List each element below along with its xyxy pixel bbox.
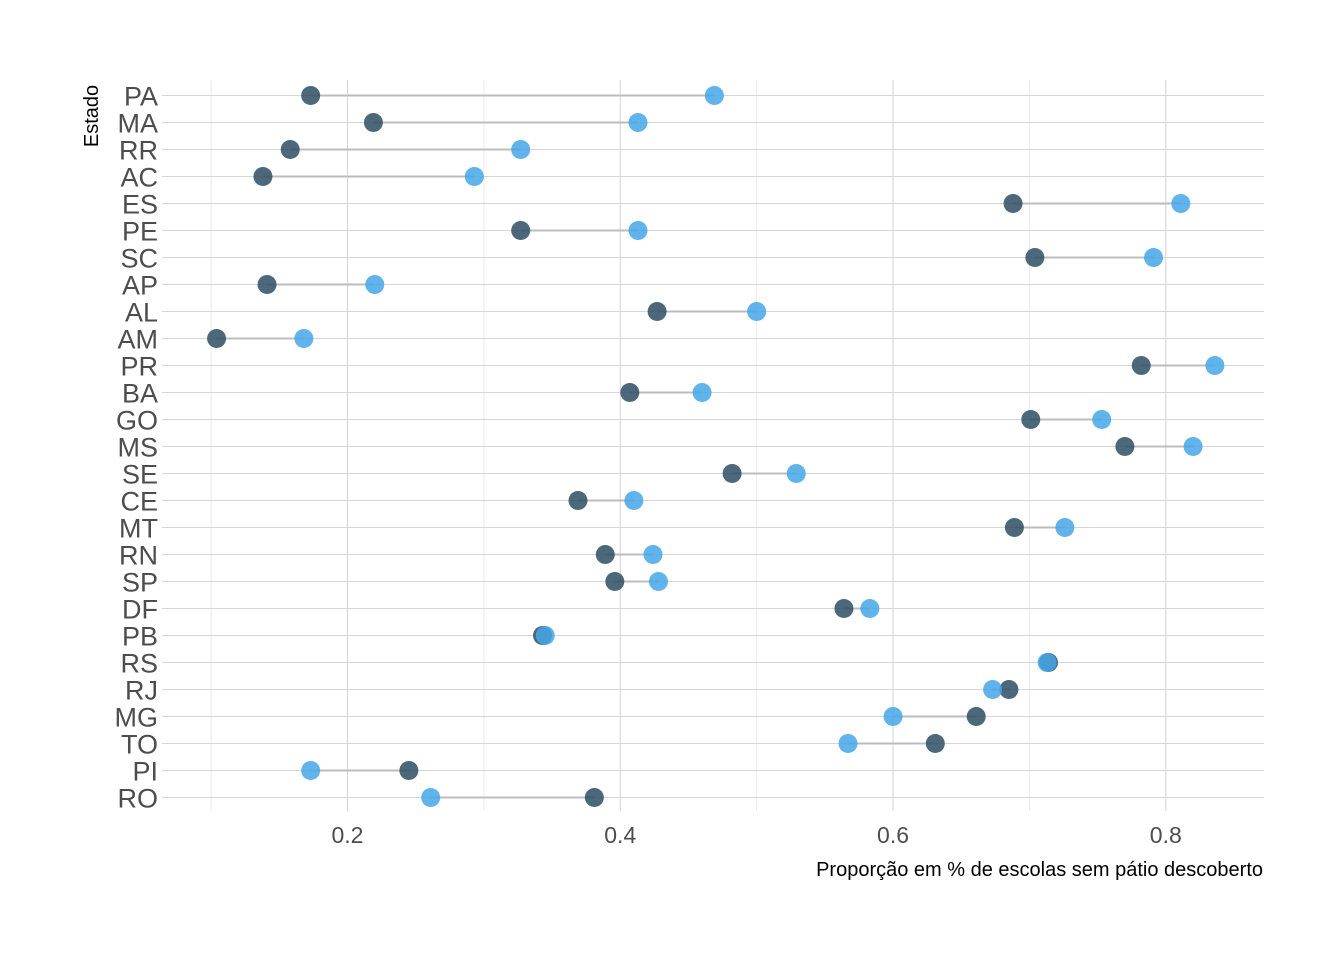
y-tick-label: TO [121,730,158,760]
x-tick-label: 0.6 [877,822,909,848]
y-tick-label: SE [122,460,158,490]
y-tick-label: RR [119,136,158,166]
y-tick-label: ES [122,190,158,220]
point-series-2 [747,302,767,321]
point-series-1 [568,491,588,510]
point-series-1 [253,167,273,186]
y-tick-label: GO [116,406,158,436]
point-series-2 [624,491,644,510]
point-series-2 [464,167,484,186]
point-series-2 [1055,518,1075,537]
point-series-2 [511,140,531,159]
point-series-2 [983,680,1003,699]
point-series-2 [860,599,880,618]
point-series-1 [301,86,321,105]
y-tick-label: DF [122,595,158,625]
y-tick-label: PB [122,622,158,652]
point-series-1 [584,788,604,807]
point-series-1 [925,734,945,753]
y-tick-label: PI [132,757,158,787]
y-tick-label: AM [118,325,159,355]
x-tick-labels: 0.2 0.4 0.6 0.8 [332,822,1182,848]
point-series-2 [838,734,858,753]
y-tick-label: MA [118,109,159,139]
point-series-1 [595,545,615,564]
grid-lines [162,80,1264,811]
y-tick-label: PA [124,82,158,112]
y-tick-label: RN [119,541,158,571]
y-tick-label: PR [120,352,158,382]
segments [216,94,1215,799]
x-tick-label: 0.8 [1150,822,1182,848]
point-series-2 [648,572,668,591]
y-tick-label: MG [115,703,159,733]
point-series-2 [692,383,712,402]
point-series-1 [1025,248,1045,267]
y-tick-label: MT [119,514,158,544]
point-series-1 [280,140,300,159]
y-tick-label: SC [120,244,158,274]
point-series-2 [643,545,663,564]
point-series-2 [786,464,806,483]
x-tick-label: 0.4 [604,822,636,848]
point-series-1 [1021,410,1041,429]
point-series-2 [1037,653,1057,672]
point-series-2 [1183,437,1203,456]
point-series-1 [207,329,227,348]
point-series-2 [294,329,314,348]
y-tick-label: AC [120,163,158,193]
point-series-2 [704,86,724,105]
point-series-2 [421,788,441,807]
y-tick-label: AL [125,298,158,328]
point-series-1 [999,680,1019,699]
point-series-1 [605,572,625,591]
x-axis-title: Proporção em % de escolas sem pátio desc… [816,859,1263,881]
point-series-1 [1115,437,1135,456]
data-points [207,86,1225,807]
point-series-1 [647,302,667,321]
point-series-2 [1171,194,1191,213]
point-series-1 [1003,194,1023,213]
point-series-2 [1092,410,1112,429]
y-tick-label: RS [120,649,158,679]
point-series-1 [620,383,640,402]
point-series-1 [399,761,419,780]
y-tick-label: AP [122,271,158,301]
point-series-1 [363,113,383,132]
point-series-2 [883,707,903,726]
point-series-2 [365,275,385,294]
y-tick-label: BA [122,379,158,409]
y-tick-labels: PAMARRACESPESCAPALAMPRBAGOMSSECEMTRNSPDF… [115,82,159,814]
point-series-1 [834,599,854,618]
point-series-2 [535,626,555,645]
point-series-2 [1144,248,1164,267]
point-series-1 [257,275,277,294]
point-series-1 [722,464,742,483]
point-series-1 [1004,518,1024,537]
y-tick-label: RO [118,784,159,814]
point-series-2 [628,221,648,240]
point-series-2 [301,761,321,780]
y-tick-label: CE [120,487,158,517]
point-series-2 [628,113,648,132]
point-series-2 [1205,356,1225,375]
point-series-1 [966,707,986,726]
x-tick-label: 0.2 [332,822,364,848]
point-series-1 [1131,356,1151,375]
point-series-1 [511,221,531,240]
y-tick-label: PE [122,217,158,247]
y-axis-title: Estado [81,85,103,147]
y-tick-label: MS [118,433,159,463]
y-tick-label: RJ [125,676,158,706]
y-tick-label: SP [122,568,158,598]
